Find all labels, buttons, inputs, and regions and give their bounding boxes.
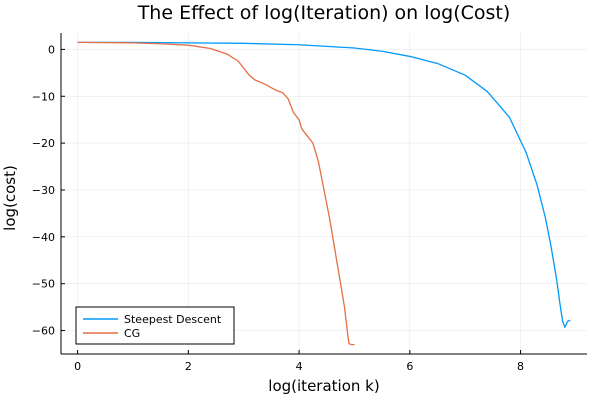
x-tick-label: 0: [74, 360, 81, 373]
y-tick-label: −40: [32, 231, 55, 244]
x-tick-label: 8: [517, 360, 524, 373]
tick-marks: 0 2 4 6 8 0 −10 −20 −30 −40 −50 −60: [32, 43, 524, 373]
legend: Steepest Descent CG: [75, 306, 235, 345]
y-tick-label: −50: [32, 278, 55, 291]
y-tick-label: −20: [32, 137, 55, 150]
y-tick-label: −60: [32, 325, 55, 338]
series-layer: [77, 41, 571, 346]
legend-label-steepest-descent: Steepest Descent: [124, 313, 222, 326]
y-tick-label: 0: [48, 43, 55, 56]
legend-label-cg: CG: [124, 327, 140, 340]
grid-lines: [61, 33, 587, 354]
x-tick-label: 6: [406, 360, 413, 373]
legend-box: [75, 306, 235, 345]
series-line-cg: [77, 41, 355, 346]
series-line-steepest-descent: [77, 41, 571, 328]
x-axis-label: log(iteration k): [268, 377, 379, 395]
chart-title: The Effect of log(Iteration) on log(Cost…: [137, 2, 511, 24]
axes: [60, 33, 587, 355]
y-tick-label: −10: [32, 90, 55, 103]
x-tick-label: 2: [185, 360, 192, 373]
y-tick-label: −30: [32, 184, 55, 197]
x-tick-label: 4: [296, 360, 303, 373]
y-axis-label: log(cost): [1, 165, 19, 231]
